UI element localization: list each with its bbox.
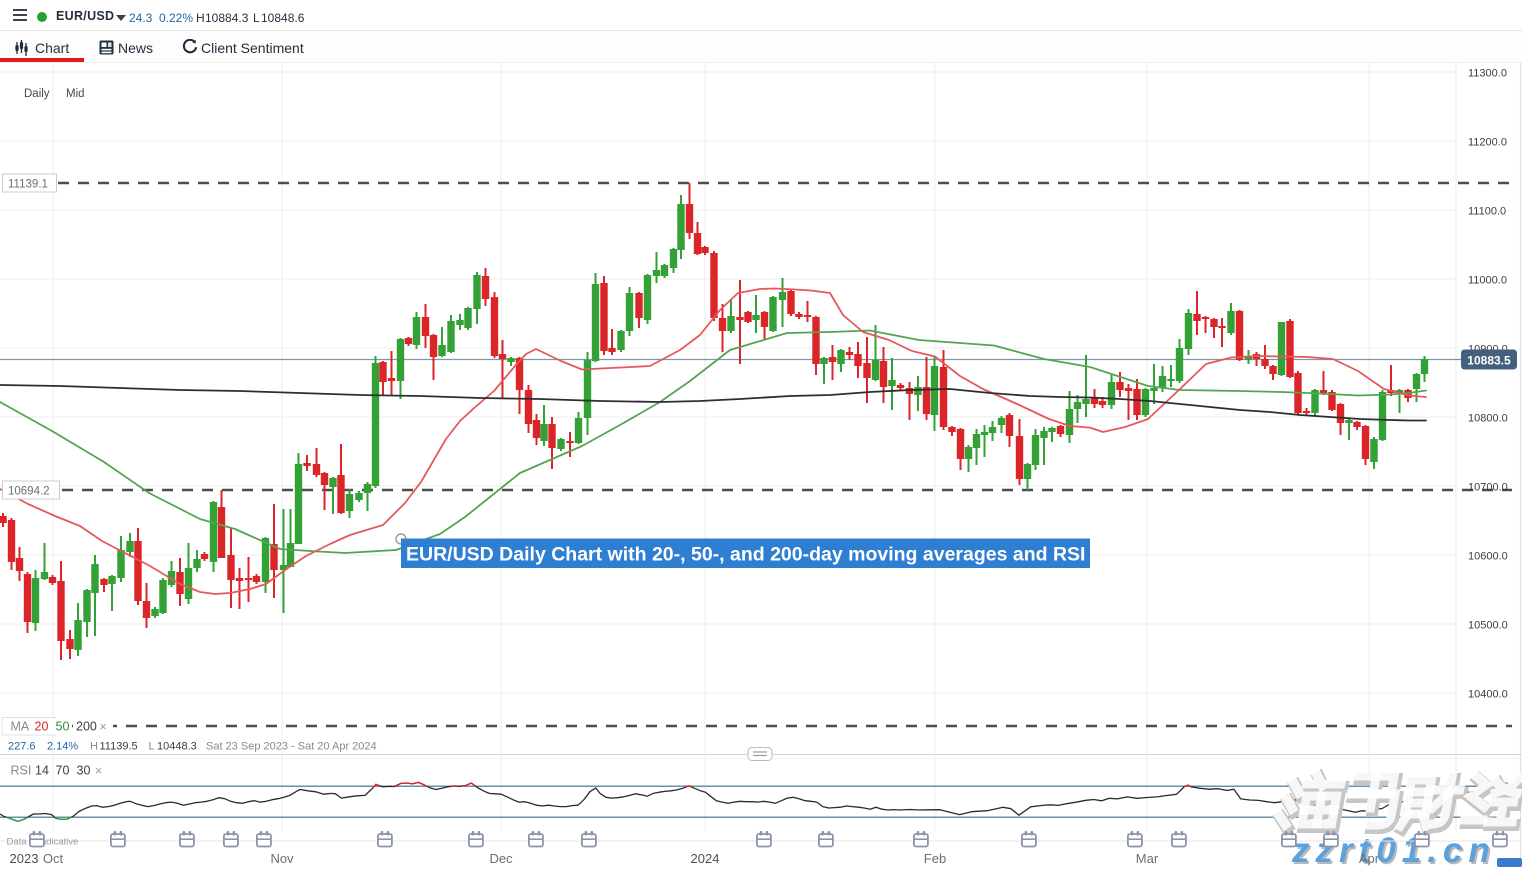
svg-text:10600.0: 10600.0 [1468, 551, 1508, 563]
svg-text:11139.1: 11139.1 [8, 179, 48, 191]
svg-text:227.6: 227.6 [8, 741, 36, 753]
svg-text:11100.0: 11100.0 [1468, 206, 1506, 218]
svg-text:11139.5: 11139.5 [100, 741, 138, 753]
svg-text:H: H [90, 741, 98, 753]
svg-text:70: 70 [56, 764, 70, 778]
svg-text:zzrt01.cn: zzrt01.cn [1291, 831, 1496, 867]
svg-text:2023: 2023 [10, 851, 39, 866]
svg-text:14: 14 [35, 764, 49, 778]
svg-text:Mid: Mid [66, 88, 85, 100]
svg-text:30: 30 [77, 764, 91, 778]
svg-text:Dec: Dec [489, 851, 513, 866]
svg-text:10448.3: 10448.3 [157, 741, 197, 753]
svg-text:Oct: Oct [43, 851, 64, 866]
svg-text:2.14%: 2.14% [47, 741, 78, 753]
svg-text:L: L [149, 741, 155, 753]
svg-text:20: 20 [35, 720, 49, 734]
svg-text:Apr: Apr [1359, 851, 1380, 866]
svg-text:10694.2: 10694.2 [8, 486, 50, 498]
svg-text:Sat 23 Sep 2023 - Sat 20 Apr 2: Sat 23 Sep 2023 - Sat 20 Apr 2024 [206, 741, 377, 753]
svg-text:10500.0: 10500.0 [1468, 620, 1508, 632]
svg-text:10700.0: 10700.0 [1468, 482, 1508, 494]
svg-text:200: 200 [76, 720, 97, 734]
svg-text:2024: 2024 [691, 851, 720, 866]
svg-text:10400.0: 10400.0 [1468, 689, 1508, 701]
svg-text:10883.5: 10883.5 [1467, 354, 1511, 368]
svg-text:MA: MA [11, 720, 30, 734]
svg-text:10800.0: 10800.0 [1468, 413, 1508, 425]
svg-text:11300.0: 11300.0 [1468, 68, 1507, 80]
svg-text:EUR/USD Daily Chart with 20-,: EUR/USD Daily Chart with 20-, 50-, and 2… [406, 544, 1085, 566]
svg-text:×: × [100, 720, 107, 734]
svg-text:Nov: Nov [270, 851, 294, 866]
svg-text:50: 50 [56, 720, 70, 734]
svg-text:11200.0: 11200.0 [1468, 137, 1507, 149]
svg-text:Daily: Daily [24, 88, 50, 100]
svg-text:11000.0: 11000.0 [1468, 275, 1507, 287]
svg-text:Mar: Mar [1136, 851, 1159, 866]
svg-text:Feb: Feb [924, 851, 946, 866]
svg-text:×: × [95, 764, 102, 778]
svg-text:RSI: RSI [11, 764, 32, 778]
